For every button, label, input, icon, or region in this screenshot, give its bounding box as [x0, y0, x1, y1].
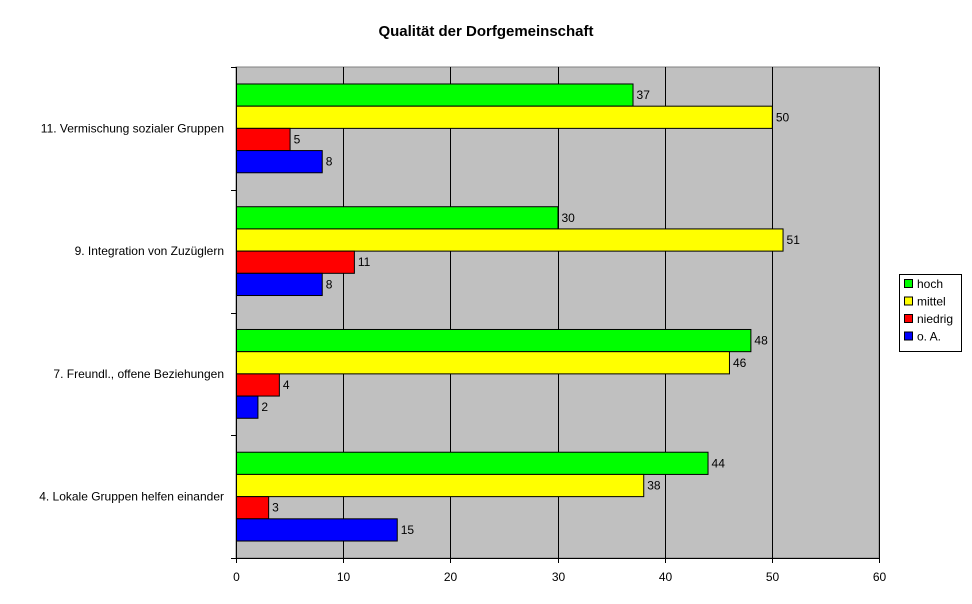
legend-swatch	[904, 331, 913, 341]
legend-swatch	[904, 314, 913, 323]
bar	[236, 250, 355, 274]
data-label: 2	[261, 400, 268, 414]
data-label: 38	[647, 479, 661, 493]
bar	[236, 150, 323, 174]
x-tick-label: 50	[766, 570, 780, 584]
bar	[236, 518, 398, 542]
data-label: 50	[776, 110, 790, 124]
data-label: 5	[294, 132, 301, 146]
data-label: 48	[754, 334, 768, 348]
x-tick-label: 0	[233, 570, 240, 584]
data-label: 46	[733, 356, 747, 370]
data-label: 51	[787, 233, 801, 247]
chart-title: Qualität der Dorfgemeinschaft	[378, 23, 593, 40]
category-label: 11. Vermischung sozialer Gruppen	[41, 121, 224, 135]
data-label: 30	[562, 211, 576, 225]
data-label: 4	[283, 378, 290, 392]
category-label: 9. Integration von Zuzüglern	[75, 244, 224, 258]
bar	[236, 395, 259, 419]
x-tick-label: 10	[337, 570, 351, 584]
data-label: 8	[326, 155, 333, 169]
x-tick-label: 20	[444, 570, 458, 584]
data-label: 3	[272, 501, 279, 515]
bar	[236, 496, 270, 520]
legend-label: mittel	[917, 295, 946, 309]
legend-swatch	[904, 279, 913, 288]
legend-label: niedrig	[917, 312, 953, 326]
bar	[236, 228, 784, 252]
legend-label: hoch	[917, 277, 943, 291]
data-label: 11	[358, 255, 371, 269]
data-label: 8	[326, 277, 333, 291]
data-label: 44	[712, 456, 726, 470]
category-label: 7. Freundl., offene Beziehungen	[53, 367, 224, 381]
bar	[236, 105, 773, 129]
legend-label: o. A.	[917, 330, 941, 344]
bar	[236, 373, 280, 397]
bar	[236, 127, 291, 152]
bar	[236, 83, 634, 107]
x-tick-label: 40	[659, 570, 673, 584]
category-label: 4. Lokale Gruppen helfen einander	[39, 490, 224, 504]
data-label: 15	[401, 523, 415, 537]
bar	[236, 328, 752, 353]
bar	[236, 473, 645, 498]
bar	[236, 451, 709, 475]
data-label: 37	[637, 88, 651, 102]
x-tick-label: 30	[552, 570, 566, 584]
bar	[236, 272, 323, 297]
x-tick-label: 60	[873, 570, 887, 584]
bar	[236, 206, 559, 230]
legend-swatch	[904, 296, 913, 306]
bar	[236, 351, 730, 375]
